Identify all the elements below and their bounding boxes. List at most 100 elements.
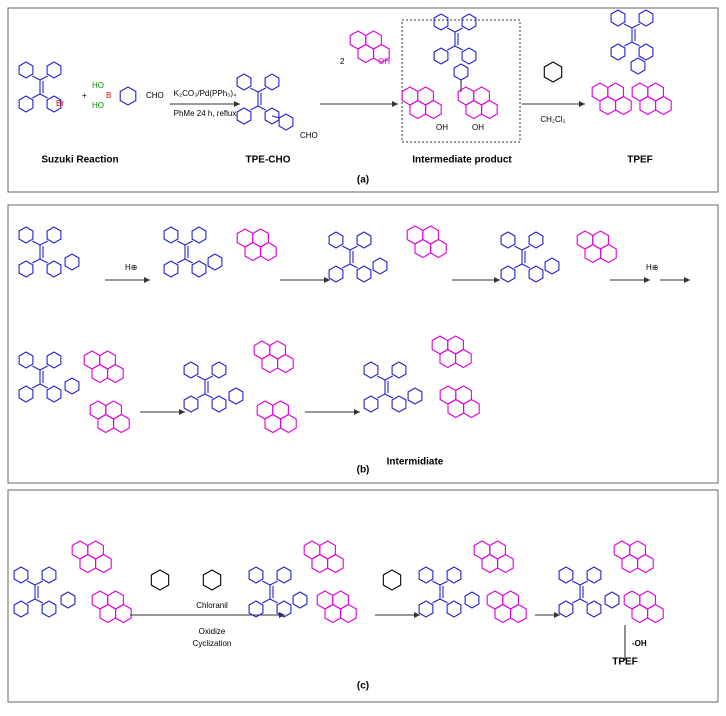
ring (18, 61, 34, 79)
bond (177, 258, 186, 264)
ring (340, 603, 357, 624)
bond (250, 87, 259, 93)
ring (18, 385, 34, 403)
ring (207, 253, 223, 271)
ring (46, 385, 62, 403)
arrowhead (354, 409, 360, 415)
ring (183, 395, 199, 413)
ring (446, 566, 462, 584)
ring (46, 351, 62, 369)
ring (409, 99, 427, 120)
panel-caption: (a) (357, 175, 369, 186)
bond (579, 580, 588, 586)
ring (382, 569, 402, 591)
panel-a-frame (7, 7, 719, 193)
ring (97, 413, 115, 434)
ring (113, 413, 130, 434)
bond (521, 263, 530, 269)
ring (244, 241, 262, 262)
ring (311, 553, 329, 574)
bond (184, 258, 193, 264)
bond (269, 598, 278, 604)
ring (264, 413, 282, 434)
ring (500, 231, 516, 249)
ring (276, 566, 292, 584)
ring (615, 95, 632, 116)
arrowhead (144, 277, 150, 283)
ring (363, 395, 379, 413)
ring (328, 231, 344, 249)
bond (204, 393, 213, 399)
ring (647, 603, 664, 624)
ring (324, 603, 342, 624)
ring (610, 9, 626, 27)
bond (32, 258, 41, 264)
ring (497, 553, 514, 574)
ring (510, 603, 527, 624)
panel-caption: (c) (357, 681, 369, 692)
bond (177, 240, 186, 246)
bond (384, 393, 393, 399)
atom-label: OH (472, 123, 484, 132)
ring (163, 226, 179, 244)
atom-label: HO (92, 81, 104, 90)
ring (356, 265, 372, 283)
ring (430, 238, 447, 259)
plus: + (82, 91, 87, 100)
bond (579, 598, 588, 604)
acid: H⊕ (646, 263, 658, 272)
bond (439, 580, 448, 586)
compound-label: Intermidiate (387, 457, 444, 468)
ring (280, 413, 297, 434)
ring (544, 257, 560, 275)
ring (99, 603, 117, 624)
ring (604, 591, 620, 609)
condition: Oxidize (199, 627, 226, 636)
ring (631, 603, 649, 624)
ring (610, 43, 626, 61)
ring (414, 238, 432, 259)
ring (236, 73, 252, 91)
ring (46, 226, 62, 244)
atom-label: CHO (300, 131, 318, 140)
bond (39, 240, 48, 246)
ring (292, 591, 308, 609)
bond (39, 258, 48, 264)
ring (464, 591, 480, 609)
panel-c-frame (7, 489, 719, 703)
bond (624, 41, 633, 47)
ring (150, 569, 170, 591)
acid: H⊕ (125, 263, 137, 272)
ring (418, 600, 434, 618)
arrowhead (234, 101, 240, 107)
ring (481, 99, 498, 120)
arrowhead (414, 612, 420, 618)
arrowhead (279, 612, 285, 618)
ring (500, 265, 516, 283)
bond (349, 245, 358, 251)
panel-caption: (b) (357, 465, 370, 476)
ring (115, 603, 132, 624)
ring (18, 226, 34, 244)
bond (624, 23, 633, 29)
ring (356, 231, 372, 249)
bond (262, 598, 271, 604)
bond (184, 240, 193, 246)
compound-label: Suzuki Reaction (41, 155, 118, 166)
bond (349, 263, 358, 269)
bond (631, 41, 640, 47)
bond (269, 580, 278, 586)
ring (439, 348, 457, 369)
reagent: K₂CO₃/Pd(PPh₃)₄ (174, 89, 237, 98)
ring (202, 569, 222, 591)
bond (454, 27, 463, 33)
bond (432, 580, 441, 586)
compound-label: TPEF (612, 657, 638, 668)
bond (39, 383, 48, 389)
ring (391, 361, 407, 379)
ring (463, 398, 480, 419)
ring (586, 566, 602, 584)
bond (32, 75, 41, 81)
bond (631, 23, 640, 29)
